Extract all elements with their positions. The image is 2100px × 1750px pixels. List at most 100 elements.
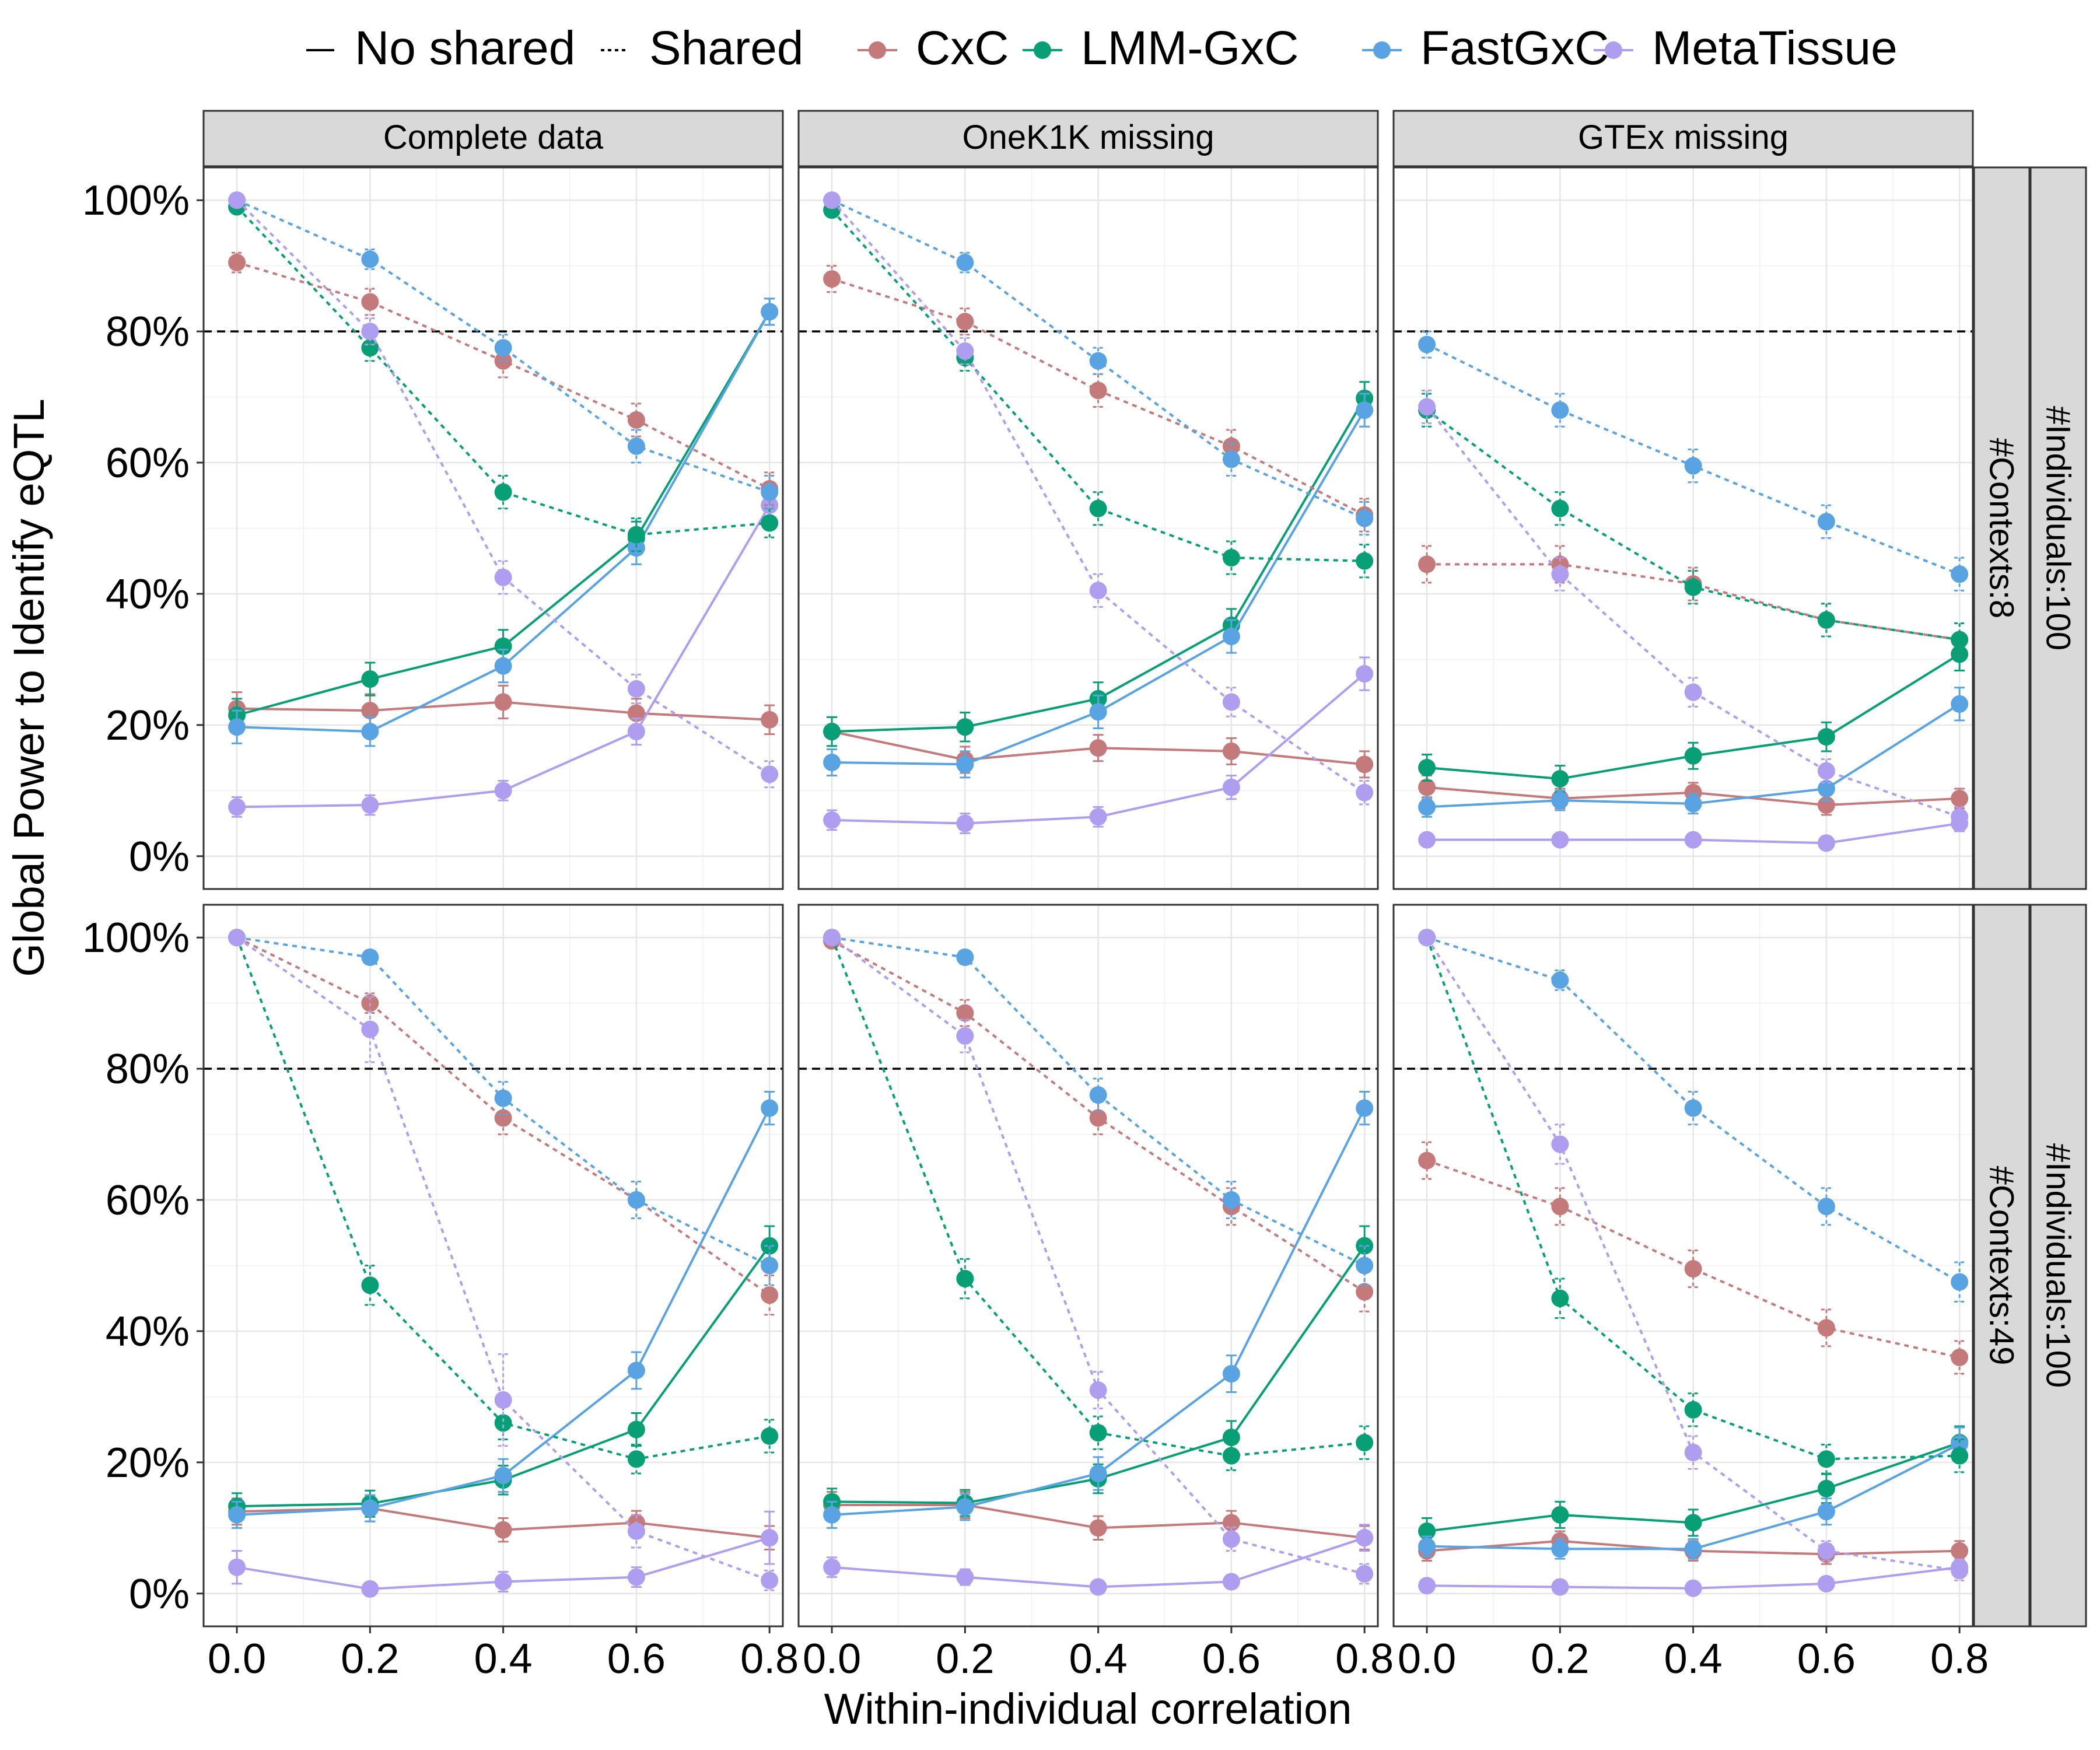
data-point: [361, 723, 379, 741]
data-point: [228, 254, 246, 272]
panel-border: [202, 166, 784, 890]
data-point: [1684, 794, 1702, 813]
data-point: [956, 313, 974, 331]
data-point: [1356, 509, 1374, 527]
data-point: [1817, 1542, 1835, 1560]
data-point: [1222, 778, 1240, 796]
data-point: [1418, 758, 1436, 776]
series-metatissue-shared: [1418, 929, 1969, 1581]
strip-row-individuals-1: [2029, 904, 2087, 1628]
data-point: [1684, 1260, 1702, 1278]
legend-key-point-cxc: [869, 41, 886, 59]
data-point: [1418, 831, 1436, 849]
panel-border: [1392, 166, 1974, 890]
data-point: [228, 929, 246, 947]
data-point: [1418, 335, 1436, 354]
data-point: [761, 1427, 779, 1445]
y-tick-label: 0%: [129, 834, 190, 880]
data-point: [1551, 831, 1569, 849]
y-tick-label: 80%: [106, 1046, 190, 1093]
series-fastgxc-no-shared: [228, 1090, 779, 1529]
data-point: [627, 723, 645, 741]
data-point: [956, 254, 974, 272]
data-point: [1089, 382, 1107, 400]
data-point: [1222, 450, 1240, 468]
data-point: [494, 483, 512, 501]
data-point: [361, 796, 379, 814]
data-point: [1551, 499, 1569, 517]
data-point: [1684, 1443, 1702, 1461]
facet-strips: Complete data OneK1K missing GTEx missing #…: [202, 110, 2087, 1628]
data-point: [627, 1420, 645, 1438]
data-point: [1817, 1574, 1835, 1592]
data-point: [494, 782, 512, 800]
data-point: [494, 657, 512, 675]
data-point: [823, 1506, 841, 1524]
data-point: [494, 339, 512, 357]
data-point: [1817, 611, 1835, 629]
y-axis-title: Global Power to Identify eQTL: [5, 398, 53, 977]
data-point: [361, 293, 379, 311]
series-line: [1426, 1159, 1960, 1359]
data-point: [956, 948, 974, 966]
data-point: [1817, 779, 1835, 797]
data-point: [956, 814, 974, 832]
data-point: [1817, 1319, 1835, 1337]
data-point: [956, 1269, 974, 1287]
series-line: [236, 199, 770, 494]
data-point: [1684, 457, 1702, 475]
strip-col-0: [202, 110, 784, 167]
data-point: [823, 723, 841, 741]
series-metatissue-shared: [228, 191, 779, 789]
data-point: [1222, 1573, 1240, 1591]
data-point: [627, 680, 645, 698]
data-point: [761, 1286, 779, 1304]
data-point: [1951, 565, 1969, 583]
x-tick-label: 0.0: [803, 1636, 861, 1682]
data-point: [1356, 1283, 1374, 1301]
data-point: [361, 1499, 379, 1517]
strip-row-contexts-0: [1973, 166, 2031, 890]
data-point: [494, 568, 512, 586]
data-point: [1089, 582, 1107, 600]
series-fastgxc-no-shared: [1418, 1426, 1969, 1560]
series-fastgxc-no-shared: [823, 1090, 1374, 1529]
data-point: [956, 755, 974, 774]
series-line: [236, 199, 771, 775]
data-point: [627, 1450, 645, 1468]
panel-border: [202, 904, 784, 1628]
data-point: [1951, 631, 1969, 649]
data-point: [494, 637, 512, 655]
x-tick-label: 0.2: [1531, 1636, 1589, 1682]
panel-r1-c1: [797, 904, 1379, 1628]
data-point: [361, 339, 379, 357]
strip-col-1: [797, 110, 1379, 167]
data-point: [761, 710, 779, 729]
data-point: [1222, 742, 1240, 760]
axes: 0%20%40%60%80%100%0%20%40%60%80%100%0.0 0…: [82, 177, 1989, 1682]
data-point: [823, 929, 841, 947]
data-point: [1551, 1506, 1569, 1524]
data-point: [1551, 1540, 1569, 1558]
strip-col-label: Complete data: [383, 118, 604, 156]
data-point: [1222, 1365, 1240, 1383]
series-cxc-shared: [823, 265, 1374, 533]
y-tick-label: 100%: [82, 915, 190, 961]
series-cxc-shared: [1418, 1141, 1969, 1375]
series-fastgxc-no-shared: [823, 393, 1374, 779]
data-point: [1418, 1537, 1436, 1555]
data-point: [1089, 1424, 1107, 1442]
data-point: [361, 323, 379, 341]
data-point: [1222, 549, 1240, 567]
data-point: [1951, 808, 1969, 826]
data-point: [1356, 783, 1374, 802]
data-point: [761, 1099, 779, 1117]
data-point: [1089, 1578, 1107, 1596]
data-point: [956, 1498, 974, 1516]
data-point: [1222, 1191, 1240, 1209]
data-point: [1951, 1273, 1969, 1291]
data-point: [956, 1004, 974, 1022]
data-point: [361, 250, 379, 268]
data-point: [761, 1572, 779, 1590]
data-point: [1089, 1109, 1107, 1127]
